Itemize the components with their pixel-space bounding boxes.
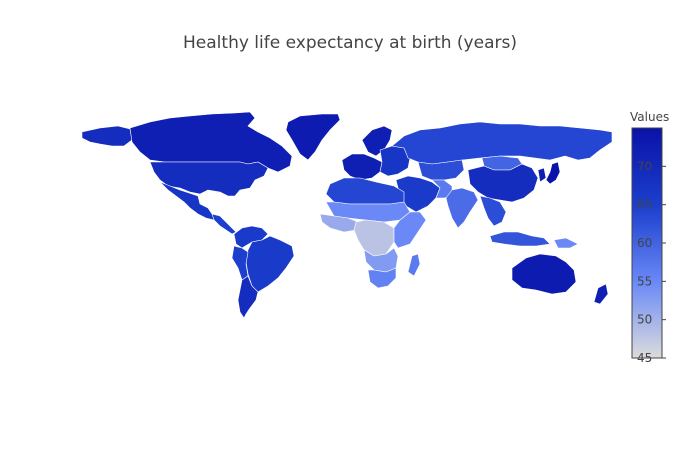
colorbar-gradient xyxy=(631,127,663,359)
colorbar-tick-label: 60 xyxy=(637,236,652,250)
region-central-america[interactable] xyxy=(211,213,237,235)
region-indonesia[interactable] xyxy=(489,231,551,247)
region-southern-cone[interactable] xyxy=(237,275,259,319)
colorbar-tick-label: 55 xyxy=(637,274,652,288)
region-southeast-asia[interactable] xyxy=(479,195,507,227)
region-korea[interactable] xyxy=(537,167,547,183)
region-north-africa[interactable] xyxy=(325,177,405,205)
region-brazil[interactable] xyxy=(245,235,295,293)
region-central-africa[interactable] xyxy=(353,219,395,257)
region-western-europe[interactable] xyxy=(341,153,383,181)
region-papua-new-guinea[interactable] xyxy=(553,237,579,249)
colorbar-title: Values xyxy=(630,110,670,124)
region-colombia-venezuela[interactable] xyxy=(233,225,269,249)
colorbar-tick-label: 65 xyxy=(637,198,652,212)
colorbar-tick-label: 45 xyxy=(637,351,652,365)
colorbar-tick-label: 50 xyxy=(637,313,652,327)
region-madagascar[interactable] xyxy=(407,253,421,277)
region-china[interactable] xyxy=(467,163,539,203)
region-southern-africa[interactable] xyxy=(363,247,399,273)
region-united-states[interactable] xyxy=(149,161,269,197)
region-greenland[interactable] xyxy=(285,113,341,161)
region-new-zealand[interactable] xyxy=(593,283,609,305)
map-land-layer xyxy=(81,111,613,319)
region-japan[interactable] xyxy=(545,161,561,185)
region-australia[interactable] xyxy=(511,253,577,295)
region-india[interactable] xyxy=(445,187,479,229)
region-south-africa[interactable] xyxy=(367,267,397,289)
region-alaska[interactable] xyxy=(81,125,133,147)
region-east-africa[interactable] xyxy=(393,211,427,249)
colorbar-ticks: 70 65 60 55 50 45 xyxy=(637,159,666,365)
colorbar: 70 65 60 55 50 45 xyxy=(631,127,666,365)
region-central-asia[interactable] xyxy=(417,159,465,181)
region-andean[interactable] xyxy=(231,245,249,281)
page-title: Healthy life expectancy at birth (years) xyxy=(183,33,517,53)
colorbar-tick-label: 70 xyxy=(637,159,652,173)
